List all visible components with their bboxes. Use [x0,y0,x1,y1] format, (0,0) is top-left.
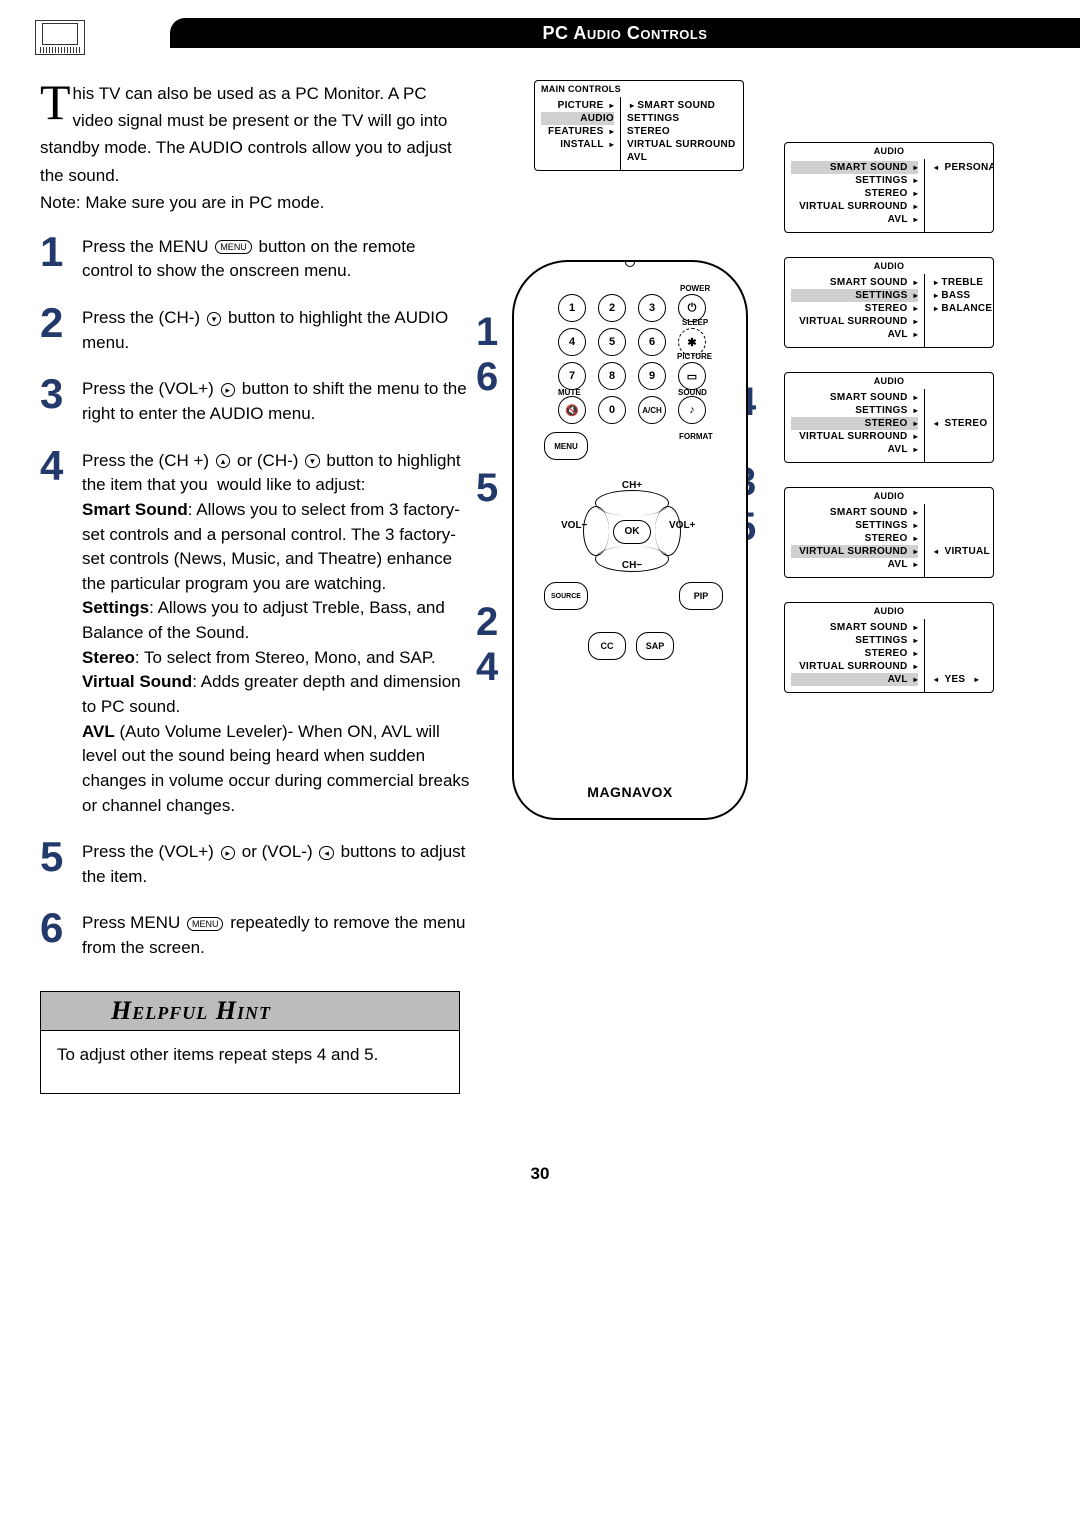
right-icon: ▸ [221,383,236,397]
step-body: Press the (CH-) ▾ button to highlight th… [82,302,470,355]
audio-menu: AUDIO SMART SOUND ▸SETTINGS ▸STEREO ▸VIR… [784,602,994,693]
ach-button: A/CH [638,396,666,424]
step-2: 2 Press the (CH-) ▾ button to highlight … [40,302,470,355]
digit-5: 5 [598,328,626,356]
picture-button: ▭ [678,362,706,390]
main-controls-menu: MAIN CONTROLS PICTURE ▸ AUDIO FEATURES ▸… [534,80,744,171]
header-title: PC Audio Controls [170,18,1080,48]
callout-5: 5 [476,466,498,511]
digit-1: 1 [558,294,586,322]
page-number: 30 [0,1164,1080,1184]
step-body: Press the (CH +) ▴ or (CH-) ▾ button to … [82,445,470,819]
header: PC Audio Controls [0,0,1080,50]
zero-button: 0 [598,396,626,424]
audio-menus: AUDIO SMART SOUND ▸SETTINGS ▸STEREO ▸VIR… [784,80,1050,717]
intro-text: This TV can also be used as a PC Monitor… [40,80,470,189]
up-icon: ▴ [216,454,231,468]
step-body: Press the (VOL+) ▸ button to shift the m… [82,373,470,426]
sap-button: SAP [636,632,674,660]
led-icon [625,261,635,267]
step-body: Press the MENU MENU button on the remote… [82,231,470,284]
sleep-label: SLEEP [682,318,708,327]
power-label: POWER [680,284,710,293]
cc-button: CC [588,632,626,660]
callout-2: 2 [476,600,498,645]
menu-right-col: ▸ SMART SOUND SETTINGS STEREO VIRTUAL SU… [621,97,743,170]
left-icon: ◂ [319,846,334,860]
main-content: This TV can also be used as a PC Monitor… [0,80,1080,1094]
step-number: 5 [40,836,82,889]
smart-sound-label: Smart Sound [82,500,188,519]
digit-3: 3 [638,294,666,322]
note-text: Note: Make sure you are in PC mode. [40,193,470,213]
ok-button: OK [613,520,651,544]
step-5: 5 Press the (VOL+) ▸ or (VOL-) ◂ buttons… [40,836,470,889]
nav-ring: CH+ CH− VOL− VOL+ OK [567,482,697,582]
monitor-icon [35,20,85,55]
intro-body: his TV can also be used as a PC Monitor.… [40,84,452,185]
helpful-hint-box: Helpful Hint To adjust other items repea… [40,991,460,1094]
avl-label: AVL [82,722,115,741]
down-icon: ▾ [207,312,222,326]
sound-label: SOUND [678,388,707,397]
callout-1: 1 [476,310,498,355]
digit-2: 2 [598,294,626,322]
callout-4: 4 [476,645,498,690]
step-6: 6 Press MENU MENU repeatedly to remove t… [40,907,470,960]
settings-label: Settings [82,598,149,617]
step-body: Press the (VOL+) ▸ or (VOL-) ◂ buttons t… [82,836,470,889]
audio-menu: AUDIO SMART SOUND ▸SETTINGS ▸STEREO ▸VIR… [784,372,994,463]
remote-area: MAIN CONTROLS PICTURE ▸ AUDIO FEATURES ▸… [494,80,764,820]
avl-desc: (Auto Volume Leveler)- When ON, AVL will… [82,722,469,815]
right-icon: ▸ [221,846,236,860]
mute-button: 🔇 [558,396,586,424]
step-4: 4 Press the (CH +) ▴ or (CH-) ▾ button t… [40,445,470,819]
stereo-label: Stereo [82,648,135,667]
virtual-sound-label: Virtual Sound [82,672,192,691]
menu-title: MAIN CONTROLS [535,81,743,97]
step-number: 2 [40,302,82,355]
right-column: MAIN CONTROLS PICTURE ▸ AUDIO FEATURES ▸… [494,80,1050,1094]
menu-icon: MENU [215,240,252,254]
step-number: 1 [40,231,82,284]
digit-6: 6 [638,328,666,356]
down-icon: ▾ [305,454,320,468]
step-3: 3 Press the (VOL+) ▸ button to shift the… [40,373,470,426]
digit-9: 9 [638,362,666,390]
digit-8: 8 [598,362,626,390]
audio-menu: AUDIO SMART SOUND ▸SETTINGS ▸STEREO ▸VIR… [784,257,994,348]
menu-left-col: PICTURE ▸ AUDIO FEATURES ▸ INSTALL ▸ [535,97,621,170]
format-label: FORMAT [679,432,713,441]
sound-button: ♪ [678,396,706,424]
audio-menu: AUDIO SMART SOUND ▸SETTINGS ▸STEREO ▸VIR… [784,142,994,233]
step-1: 1 Press the MENU MENU button on the remo… [40,231,470,284]
source-button: SOURCE [544,582,588,610]
menu-button: MENU [544,432,588,460]
audio-menu: AUDIO SMART SOUND ▸SETTINGS ▸STEREO ▸VIR… [784,487,994,578]
brand-label: MAGNAVOX [587,784,672,800]
helpful-hint-body: To adjust other items repeat steps 4 and… [41,1031,459,1093]
left-column: This TV can also be used as a PC Monitor… [40,80,470,1094]
steps-list: 1 Press the MENU MENU button on the remo… [40,231,470,961]
step-body: Press MENU MENU repeatedly to remove the… [82,907,470,960]
header-icon-area [0,0,170,50]
menu-icon: MENU [187,917,224,931]
callout-6: 6 [476,355,498,400]
step-number: 3 [40,373,82,426]
dropcap: T [40,80,73,122]
digit-4: 4 [558,328,586,356]
page: PC Audio Controls This TV can also be us… [0,0,1080,1244]
remote-control: 1 2 3 ⏻ POWER 4 5 6 ✱ SLEEP 7 8 9 ▭ PI [512,260,748,820]
pip-button: PIP [679,582,723,610]
stereo-desc: : To select from Stereo, Mono, and SAP. [135,648,436,667]
picture-label: PICTURE [677,352,712,361]
step-number: 6 [40,907,82,960]
step-number: 4 [40,445,82,819]
helpful-hint-title: Helpful Hint [41,992,459,1031]
digit-7: 7 [558,362,586,390]
